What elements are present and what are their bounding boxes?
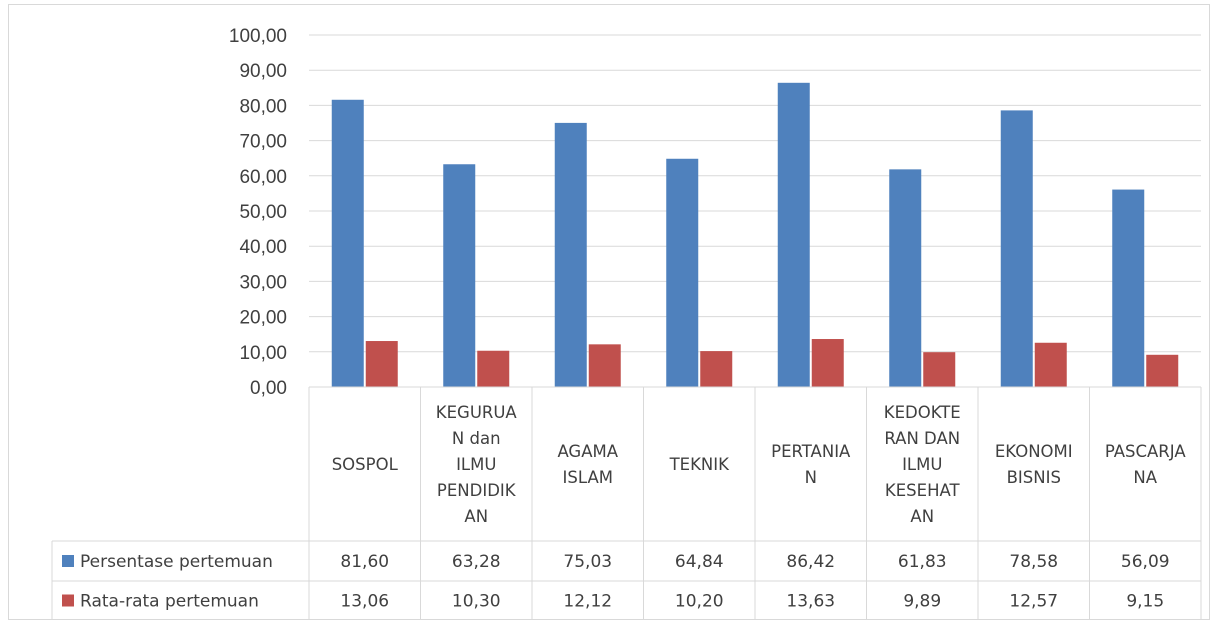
y-tick-label: 50,00 [239, 202, 287, 223]
category-label: KEGURUA [436, 403, 518, 422]
bar-persentase [777, 82, 810, 387]
bar-persentase [1000, 110, 1033, 387]
category-label: RAN DAN [884, 429, 960, 448]
bar-rata-rata [365, 341, 398, 387]
category-label: N [805, 468, 817, 487]
data-table: SOSPOL KEGURUA N dan ILMU PENDIDIK AN AGAMA ISL… [51, 386, 1202, 620]
y-tick-label: 90,00 [239, 61, 287, 82]
bar-persentase [1112, 189, 1145, 387]
chart-frame [8, 4, 1210, 620]
data-value: 63,28 [452, 552, 501, 572]
y-tick-label: 20,00 [239, 308, 287, 329]
category-label: EKONOMI [995, 442, 1073, 461]
category-label: ILMU [902, 455, 942, 474]
y-tick-label: 60,00 [239, 167, 287, 188]
bar-rata-rata [700, 351, 733, 387]
data-value: 13,63 [786, 592, 835, 612]
data-value: 56,09 [1121, 552, 1170, 572]
data-value: 9,15 [1126, 592, 1164, 612]
category-label: AGAMA [557, 442, 618, 461]
category-label: BISNIS [1007, 468, 1061, 487]
y-tick-label: 0,00 [250, 378, 287, 399]
y-tick-label: 100,00 [229, 26, 287, 47]
data-value: 9,89 [903, 592, 941, 612]
bars [331, 82, 1179, 387]
y-tick-label: 10,00 [239, 343, 287, 364]
category-label: ILMU [456, 455, 496, 474]
bar-rata-rata [588, 344, 621, 387]
bar-rata-rata [811, 339, 844, 387]
legend-label: Rata-rata pertemuan [80, 592, 259, 612]
category-label: KEDOKTE [884, 403, 961, 422]
bar-rata-rata [477, 350, 510, 387]
y-tick-label: 70,00 [239, 132, 287, 153]
data-value: 86,42 [786, 552, 835, 572]
category-label: PENDIDIK [437, 481, 517, 500]
legend-key-rata-rata [62, 594, 74, 607]
data-value: 13,06 [340, 592, 389, 612]
data-value: 12,57 [1009, 592, 1058, 612]
data-value: 81,60 [340, 552, 389, 572]
category-label: ISLAM [563, 468, 613, 487]
data-value: 61,83 [898, 552, 947, 572]
category-label: AN [910, 507, 934, 526]
y-tick-label: 30,00 [239, 272, 287, 293]
data-value: 64,84 [675, 552, 724, 572]
category-label: SOSPOL [332, 455, 399, 474]
y-tick-label: 40,00 [239, 237, 287, 258]
data-value: 78,58 [1009, 552, 1058, 572]
data-value: 10,30 [452, 592, 501, 612]
category-label: AN [464, 507, 488, 526]
y-axis-tick-labels: 0,00 10,00 20,00 30,00 40,00 50,00 60,00 70,00 8… [229, 26, 287, 399]
bar-rata-rata [1034, 342, 1067, 387]
category-label: NA [1133, 468, 1157, 487]
bar-persentase [666, 158, 699, 387]
bar-rata-rata [1146, 354, 1179, 387]
data-value: 75,03 [563, 552, 612, 572]
data-value: 12,12 [563, 592, 612, 612]
data-value: 10,20 [675, 592, 724, 612]
category-label: TEKNIK [669, 455, 731, 474]
category-label: N dan [452, 429, 501, 448]
gridlines [309, 34, 1201, 353]
bar-persentase [554, 122, 587, 387]
category-label: PERTANIA [771, 442, 851, 461]
legend-label: Persentase pertemuan [80, 552, 273, 572]
bar-persentase [443, 164, 476, 387]
legend-key-persentase [62, 555, 74, 567]
bar-rata-rata [923, 352, 956, 387]
y-tick-label: 80,00 [239, 96, 287, 117]
category-label: KESEHAT [885, 481, 961, 500]
bar-persentase [889, 169, 922, 387]
bar-persentase [331, 99, 364, 387]
category-label: PASCARJA [1105, 442, 1187, 461]
